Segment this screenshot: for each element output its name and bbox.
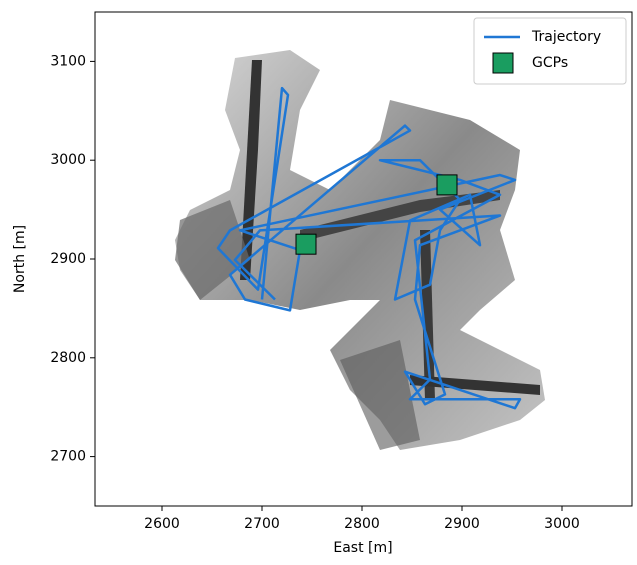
- x-tick-label: 2700: [244, 516, 280, 532]
- legend-box: [474, 18, 626, 84]
- gcp-marker: [296, 234, 316, 254]
- terrain-image: [175, 50, 545, 450]
- legend-label: GCPs: [532, 55, 568, 71]
- y-tick-label: 2800: [50, 350, 86, 366]
- y-tick-label: 2900: [50, 251, 86, 267]
- legend-label: Trajectory: [531, 29, 601, 45]
- x-tick-label: 2800: [344, 516, 380, 532]
- legend-swatch: [493, 53, 513, 73]
- x-tick-label: 3000: [544, 516, 580, 532]
- y-tick-label: 3000: [50, 152, 86, 168]
- chart: East [m] North [m] 2600 2700 2800 2900 3000 2…: [0, 0, 637, 561]
- x-axis-label: East [m]: [333, 540, 392, 556]
- x-tick-label: 2900: [444, 516, 480, 532]
- y-tick-label: 3100: [50, 53, 86, 69]
- gcp-marker: [437, 175, 457, 195]
- y-axis-label: North [m]: [12, 225, 28, 293]
- x-tick-label: 2600: [144, 516, 180, 532]
- y-tick-label: 2700: [50, 449, 86, 465]
